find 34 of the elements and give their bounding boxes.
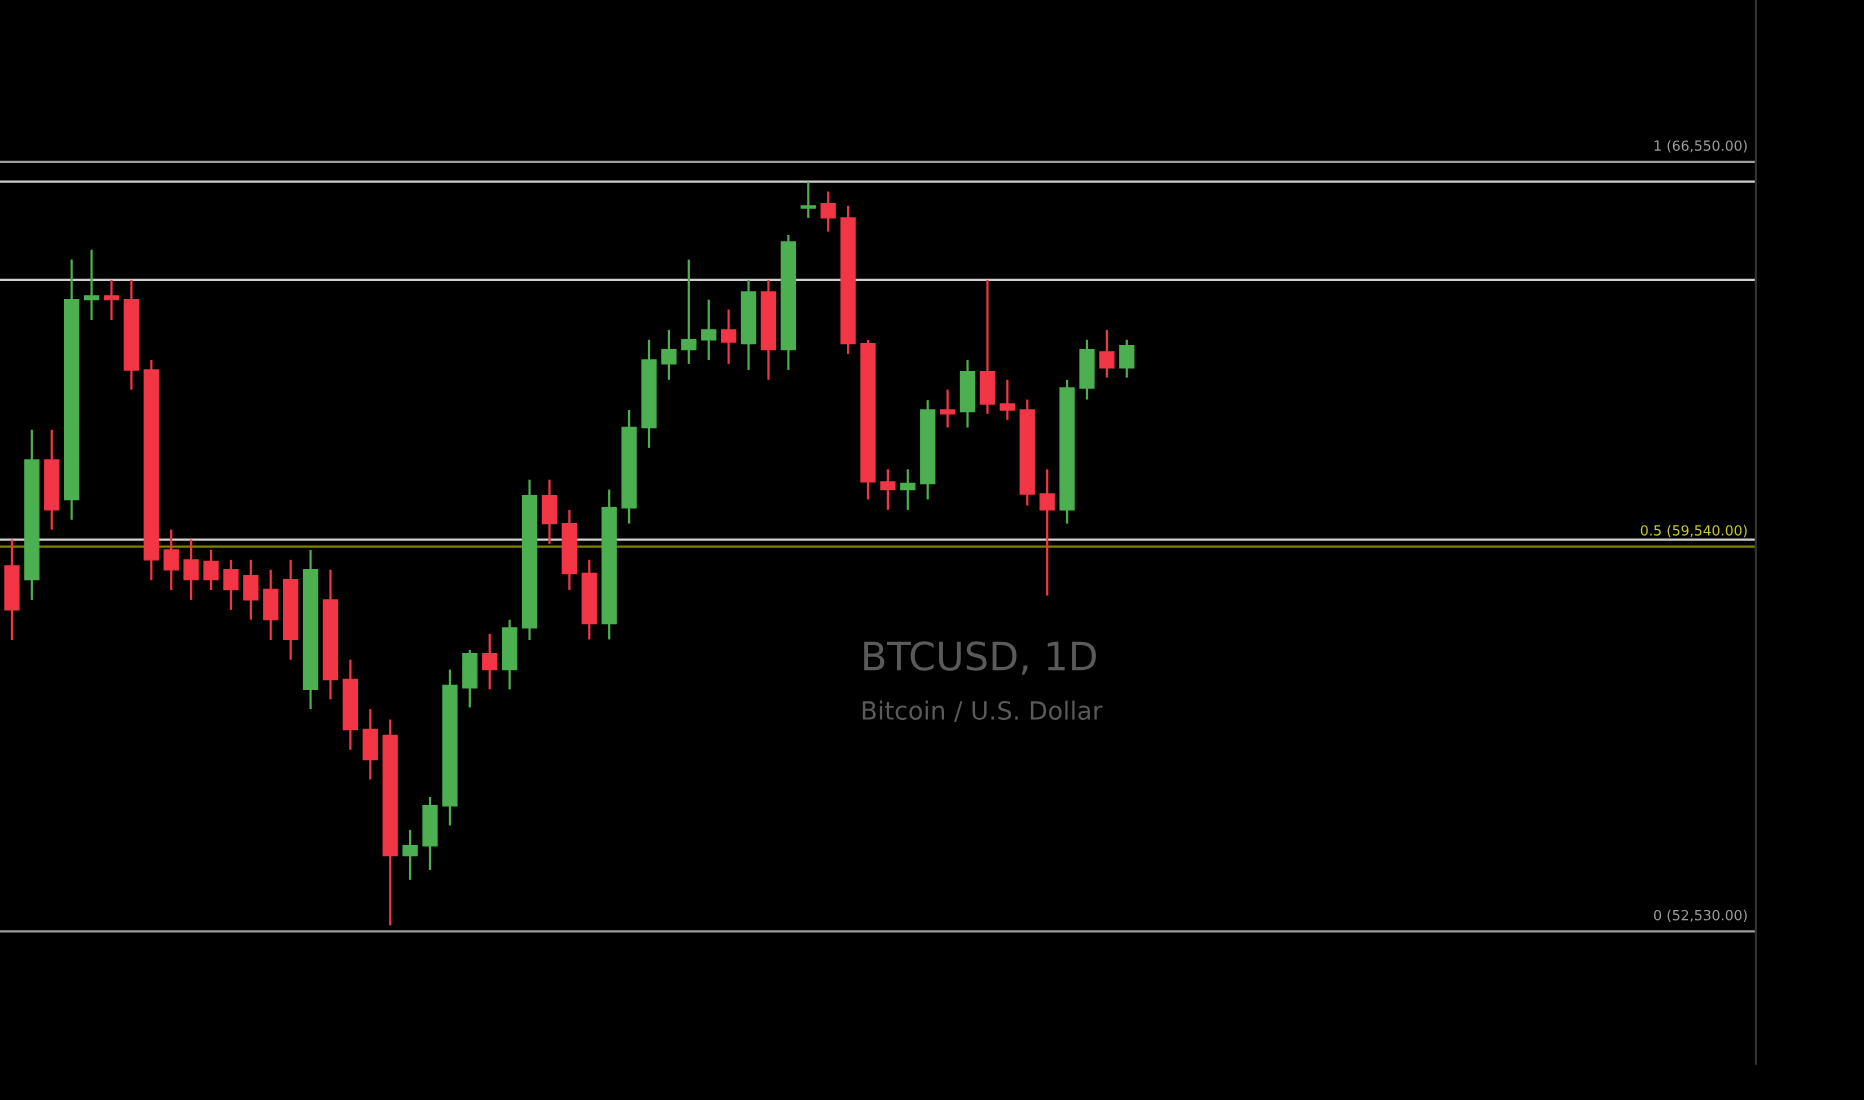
candlestick (462, 648, 478, 709)
candlestick (482, 632, 498, 691)
candlestick (103, 278, 120, 322)
candlestick (1099, 328, 1115, 379)
candlestick (163, 528, 179, 592)
candlestick (701, 298, 717, 362)
annotation: BTCUSD, 1D (864, 641, 1096, 675)
candlestick (999, 378, 1016, 421)
candlestick (203, 548, 219, 592)
candlestick (4, 538, 20, 642)
candlestick (183, 538, 199, 602)
candlestick (1039, 468, 1055, 597)
candlestick (939, 388, 956, 429)
candlestick (1119, 338, 1135, 379)
candlestick (880, 468, 896, 512)
candlestick (681, 258, 697, 366)
candlestick (1079, 338, 1095, 401)
candlestick (979, 278, 996, 415)
candlestick (720, 308, 737, 366)
candlestick (263, 568, 279, 642)
candlestick (402, 828, 418, 881)
candlestick (83, 248, 100, 322)
candlestick (800, 180, 816, 220)
candlestick (422, 795, 438, 872)
candlestick (959, 358, 976, 429)
candlestick (501, 618, 518, 691)
candlestick (243, 558, 259, 621)
candlestick (900, 468, 916, 512)
candlestick (223, 558, 239, 611)
annotation: Bitcoin / U.S. Dollar (862, 700, 1103, 722)
candlestick (661, 328, 677, 381)
candlestick (362, 708, 378, 781)
candlestick (541, 478, 558, 546)
candlestick (820, 190, 836, 233)
